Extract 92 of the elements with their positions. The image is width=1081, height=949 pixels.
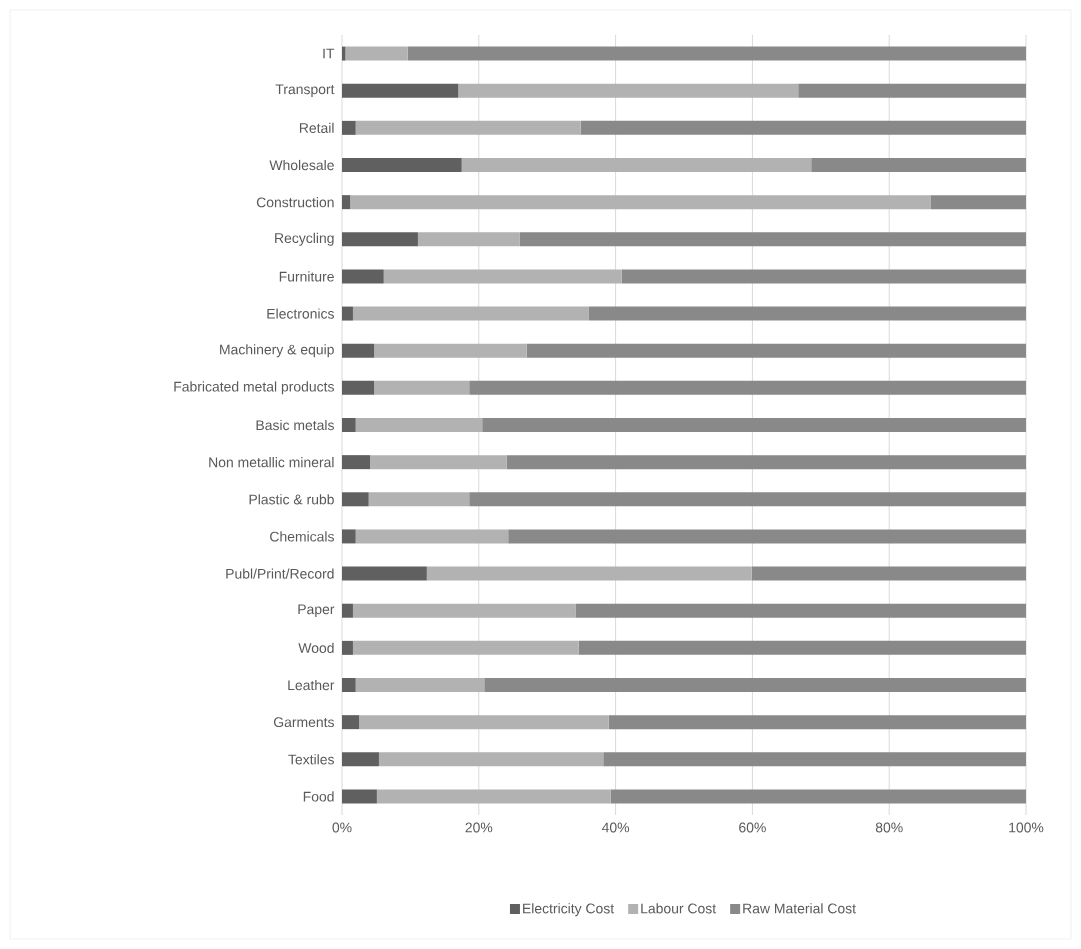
bar xyxy=(484,678,1027,693)
bar xyxy=(608,715,1027,730)
y-tick-label: Transport xyxy=(275,84,335,97)
bar xyxy=(355,120,581,135)
bar xyxy=(355,678,485,693)
bar xyxy=(811,158,1027,172)
bar xyxy=(426,566,752,581)
y-tick-label: Food xyxy=(303,791,334,802)
bar xyxy=(352,306,589,321)
bar xyxy=(342,306,353,321)
y-tick-label: Construction xyxy=(256,197,334,208)
bar xyxy=(368,492,470,507)
x-tick-label: 20% xyxy=(465,822,493,833)
bar xyxy=(345,46,408,61)
y-tick-label: Garments xyxy=(273,717,334,728)
bar xyxy=(342,715,360,730)
x-tick-label: 0% xyxy=(332,822,352,833)
bar xyxy=(342,269,384,284)
bar xyxy=(355,418,483,432)
bar xyxy=(610,789,1027,804)
bar xyxy=(378,752,604,767)
bar xyxy=(342,678,356,693)
bar xyxy=(461,158,812,172)
bar xyxy=(482,418,1027,432)
y-tick-label: Electronics xyxy=(267,308,334,319)
bar xyxy=(621,269,1027,284)
legend-label: Electricity Cost xyxy=(523,903,615,917)
bar xyxy=(342,529,356,544)
bar xyxy=(508,529,1027,544)
legend-label: Labour Cost xyxy=(641,903,717,914)
bar xyxy=(458,83,799,98)
y-tick-label: Leather xyxy=(288,679,335,691)
bar xyxy=(526,343,1027,358)
bar xyxy=(342,566,427,581)
y-tick-label: Machinery & equip xyxy=(220,344,334,358)
bar xyxy=(342,158,462,172)
bar xyxy=(342,789,377,804)
bar xyxy=(376,789,611,804)
x-tick-label: 100% xyxy=(1009,822,1044,833)
bar xyxy=(383,269,622,284)
y-tick-label: Retail xyxy=(299,122,334,133)
x-tick-label: 40% xyxy=(601,822,630,833)
legend-label: Raw Material Cost xyxy=(743,903,856,914)
bar xyxy=(407,46,1027,61)
bar xyxy=(355,529,509,544)
bar xyxy=(342,455,371,470)
y-tick-label: Plastic & rubb xyxy=(249,494,334,505)
bar xyxy=(417,232,520,247)
y-tick-label: Wood xyxy=(298,642,334,653)
bar xyxy=(342,603,353,618)
bar xyxy=(374,343,527,358)
bar xyxy=(603,752,1027,767)
bar xyxy=(798,83,1027,98)
bar xyxy=(578,640,1027,655)
y-tick-label: IT xyxy=(323,48,335,59)
bar xyxy=(342,343,375,358)
y-tick-label: Basic metals xyxy=(256,419,334,431)
bar xyxy=(370,455,507,470)
y-tick-label: Fabricated metal products xyxy=(174,381,334,395)
bar xyxy=(342,418,356,432)
bar xyxy=(350,195,931,210)
y-tick-label: Recycling xyxy=(275,232,334,246)
y-tick-label: Paper xyxy=(298,604,335,617)
bar xyxy=(342,380,375,395)
bar xyxy=(342,640,353,655)
y-tick-label: Textiles xyxy=(288,754,334,765)
bar xyxy=(575,603,1027,618)
y-tick-label: Non metallic mineral xyxy=(209,457,334,468)
bar xyxy=(588,306,1027,321)
y-tick-label: Chemicals xyxy=(270,531,334,542)
bar xyxy=(519,232,1027,247)
bar xyxy=(359,715,609,730)
bar xyxy=(342,492,369,507)
bar xyxy=(342,83,459,98)
y-tick-label: Furniture xyxy=(279,271,334,282)
bar xyxy=(469,492,1027,507)
bar xyxy=(342,120,356,135)
x-tick-label: 80% xyxy=(875,822,903,833)
bar xyxy=(580,120,1027,135)
bar xyxy=(352,603,576,618)
bar xyxy=(751,566,1027,581)
bar xyxy=(506,455,1027,470)
bar xyxy=(342,232,418,247)
y-tick-label: Wholesale xyxy=(269,159,334,171)
bar xyxy=(469,380,1027,395)
bar xyxy=(342,752,379,767)
bar xyxy=(352,640,579,655)
bar xyxy=(374,380,470,395)
y-tick-label: Publ/Print/Record xyxy=(226,568,334,579)
bar xyxy=(930,195,1027,210)
x-tick-label: 60% xyxy=(739,822,766,833)
bar xyxy=(342,195,351,210)
